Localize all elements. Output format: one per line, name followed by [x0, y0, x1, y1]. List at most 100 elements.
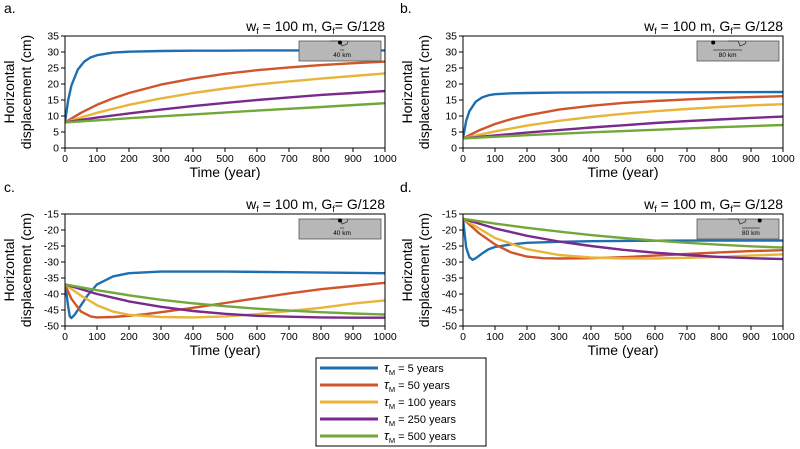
inset-distance-label: 40 km — [333, 230, 351, 237]
inset-box — [696, 40, 780, 62]
title-w-subscript: f — [654, 26, 657, 36]
x-tick-label: 1000 — [771, 331, 795, 343]
x-tick-label: 100 — [486, 331, 504, 343]
y-tick-label: -20 — [442, 225, 457, 237]
y-axis-label-line2: displacement (cm) — [416, 213, 432, 327]
legend-tau-subscript: M — [389, 368, 395, 377]
y-tick-label: 30 — [47, 47, 59, 59]
title-w: w — [245, 18, 257, 34]
series-group — [463, 90, 783, 140]
x-tick-label: 900 — [344, 153, 362, 165]
x-tick-label: 1000 — [373, 153, 397, 165]
x-tick-label: 1000 — [373, 331, 397, 343]
x-tick-label: 700 — [678, 153, 696, 165]
title-end: = G/128 — [335, 18, 385, 34]
x-tick-label: 400 — [582, 153, 600, 165]
y-axis-label-line2: displacement (cm) — [416, 35, 432, 149]
x-tick-label: 300 — [152, 331, 170, 343]
x-tick-label: 800 — [312, 153, 330, 165]
x-tick-label: 400 — [582, 331, 600, 343]
inset-distance-label: 80 km — [719, 52, 737, 59]
inset-distance-label: 40 km — [333, 52, 351, 59]
x-tick-label: 700 — [280, 331, 298, 343]
legend-value: = 50 years — [395, 380, 450, 392]
x-axis-label: Time (year) — [587, 342, 658, 358]
y-tick-label: 35 — [47, 31, 59, 43]
x-tick-label: 100 — [486, 153, 504, 165]
x-tick-label: 500 — [216, 153, 234, 165]
y-tick-label: -20 — [44, 225, 59, 237]
y-axis-label-line2: displacement (cm) — [18, 35, 34, 149]
x-tick-label: 600 — [248, 331, 266, 343]
series-line-tau50 — [463, 217, 783, 260]
title-w: w — [643, 18, 655, 34]
legend-tau-symbol: τ — [384, 411, 390, 426]
y-tick-label: -15 — [442, 209, 457, 221]
y-tick-label: -40 — [442, 289, 457, 301]
panel-label: c. — [4, 179, 15, 195]
legend-tau-subscript: M — [389, 436, 395, 445]
series-line-tau5 — [463, 90, 783, 140]
series-line-tau500 — [463, 123, 783, 140]
x-tick-label: 0 — [62, 331, 68, 343]
title-w-subscript: f — [256, 26, 259, 36]
y-tick-label: -30 — [44, 257, 59, 269]
y-axis-label: Horizontaldisplacement (cm) — [1, 213, 34, 327]
title-g-subscript: f — [332, 204, 335, 214]
fault-inset: 40 km — [298, 218, 382, 240]
y-axis-label-line1: Horizontal — [399, 238, 415, 301]
legend-entry-label: τM = 100 years — [384, 394, 456, 411]
y-tick-label: -50 — [442, 321, 457, 333]
panel-label: d. — [400, 179, 412, 195]
series-line-tau5 — [463, 217, 783, 261]
inset-fault-trace — [728, 218, 747, 225]
x-tick-label: 600 — [646, 153, 664, 165]
title-end: = G/128 — [733, 196, 783, 212]
x-tick-label: 200 — [518, 331, 536, 343]
title-g-subscript: f — [730, 26, 733, 36]
x-tick-label: 700 — [280, 153, 298, 165]
title-middle: = 100 m, G — [259, 18, 333, 34]
y-tick-label: -35 — [44, 273, 59, 285]
panel-label: b. — [400, 0, 412, 16]
y-tick-label: -50 — [44, 321, 59, 333]
x-tick-label: 200 — [518, 153, 536, 165]
panel-label: a. — [4, 0, 16, 16]
title-g-subscript: f — [332, 26, 335, 36]
series-line-tau500 — [65, 101, 385, 124]
x-tick-label: 400 — [184, 331, 202, 343]
series-line-tau500 — [65, 283, 385, 316]
y-tick-label: -15 — [44, 209, 59, 221]
x-tick-label: 500 — [216, 331, 234, 343]
y-axis-label: Horizontaldisplacement (cm) — [399, 35, 432, 149]
x-tick-label: 200 — [120, 331, 138, 343]
title-w-subscript: f — [654, 204, 657, 214]
x-tick-label: 800 — [312, 331, 330, 343]
series-line-tau100 — [65, 72, 385, 124]
legend-tau-symbol: τ — [384, 360, 390, 375]
legend-tau-symbol: τ — [384, 428, 390, 443]
x-tick-label: 300 — [550, 153, 568, 165]
y-tick-label: -35 — [442, 273, 457, 285]
y-tick-label: 0 — [53, 143, 59, 155]
x-tick-label: 700 — [678, 331, 696, 343]
x-tick-label: 0 — [62, 153, 68, 165]
x-tick-label: 900 — [742, 331, 760, 343]
legend-value: = 250 years — [395, 414, 456, 426]
fault-inset: 80 km — [696, 218, 780, 240]
title-middle: = 100 m, G — [657, 196, 731, 212]
title-end: = G/128 — [335, 196, 385, 212]
legend-value: = 5 years — [395, 363, 444, 375]
fault-inset: 40 km — [298, 40, 382, 62]
y-axis-label: Horizontaldisplacement (cm) — [399, 213, 432, 327]
title-g-subscript: f — [730, 204, 733, 214]
series-group — [65, 270, 385, 320]
x-tick-label: 100 — [88, 331, 106, 343]
y-axis-label: Horizontaldisplacement (cm) — [1, 35, 34, 149]
panel-title: wf = 100 m, Gf= G/128 — [643, 18, 783, 36]
title-w: w — [245, 196, 257, 212]
